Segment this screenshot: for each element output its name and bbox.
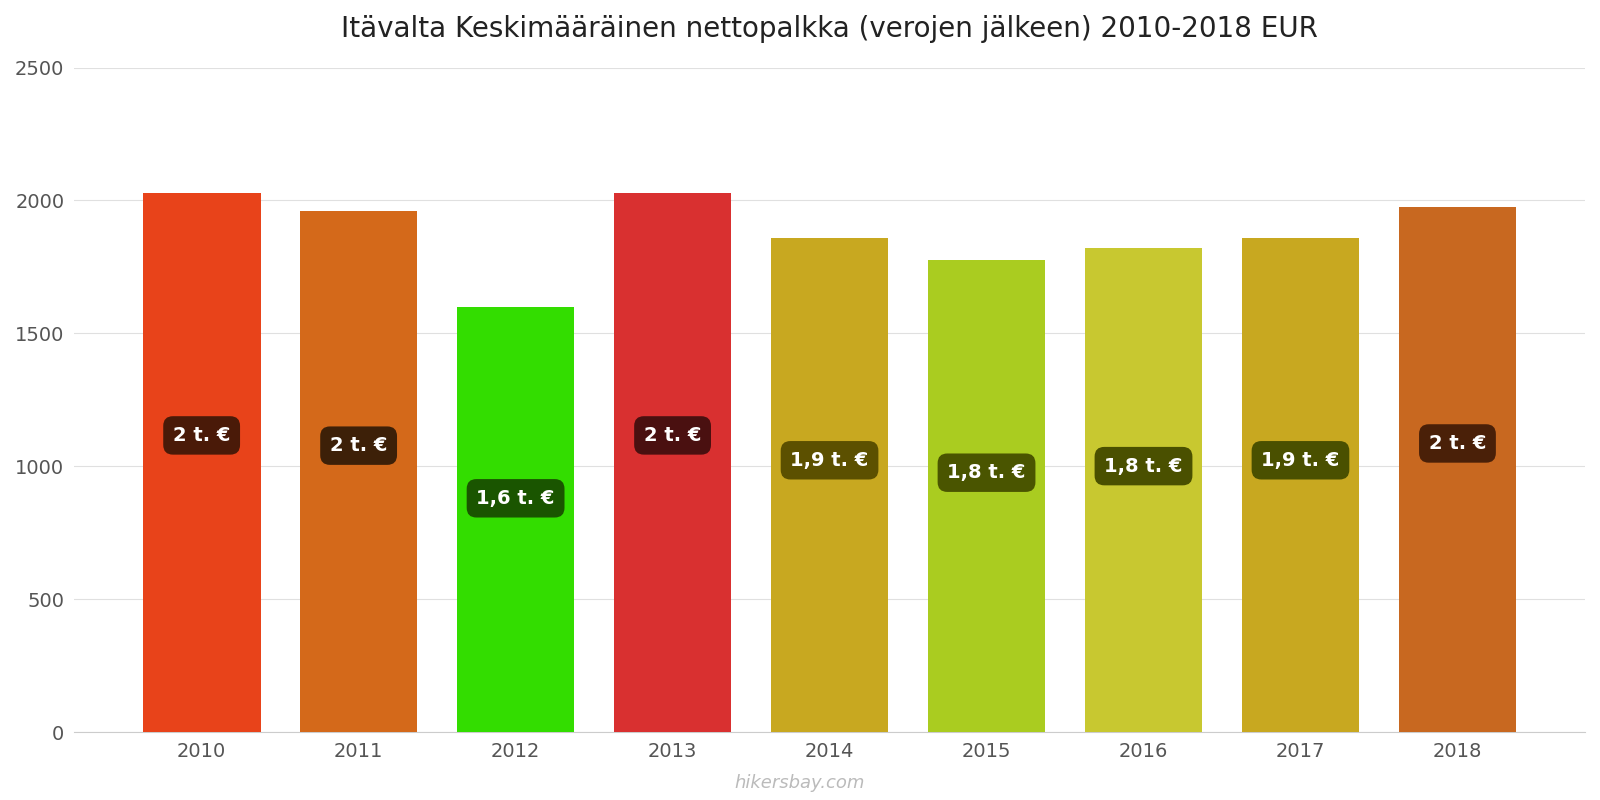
Text: 1,9 t. €: 1,9 t. € bbox=[790, 450, 869, 470]
Bar bbox=[142, 193, 261, 732]
Bar bbox=[1242, 238, 1360, 732]
Bar bbox=[1398, 207, 1517, 732]
Title: Itävalta Keskimääräinen nettopalkka (verojen jälkeen) 2010-2018 EUR: Itävalta Keskimääräinen nettopalkka (ver… bbox=[341, 15, 1318, 43]
Text: 1,8 t. €: 1,8 t. € bbox=[1104, 457, 1182, 476]
Text: 2 t. €: 2 t. € bbox=[643, 426, 701, 445]
Text: 2 t. €: 2 t. € bbox=[330, 436, 387, 455]
Bar bbox=[771, 238, 888, 732]
Bar bbox=[299, 211, 418, 732]
Text: 1,6 t. €: 1,6 t. € bbox=[477, 489, 555, 508]
Text: 2 t. €: 2 t. € bbox=[173, 426, 230, 445]
Bar bbox=[928, 260, 1045, 732]
Bar bbox=[456, 307, 574, 732]
Text: 2 t. €: 2 t. € bbox=[1429, 434, 1486, 453]
Bar bbox=[1085, 248, 1202, 732]
Text: 1,9 t. €: 1,9 t. € bbox=[1261, 450, 1339, 470]
Bar bbox=[614, 193, 731, 732]
Text: 1,8 t. €: 1,8 t. € bbox=[947, 463, 1026, 482]
Text: hikersbay.com: hikersbay.com bbox=[734, 774, 866, 792]
